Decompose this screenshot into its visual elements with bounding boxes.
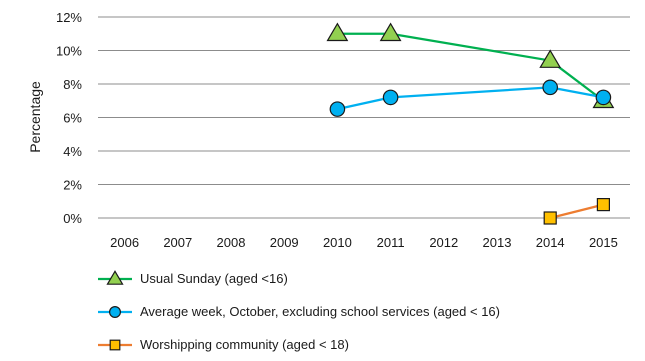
legend-item: Average week, October, excluding school …: [96, 295, 500, 328]
grid-lines: [98, 16, 630, 219]
series-lines: [337, 32, 605, 220]
data-point-series-2: [595, 89, 612, 106]
y-tick-label: 0%: [63, 211, 82, 226]
series-line-1: [337, 32, 605, 102]
data-point-series-3: [596, 198, 611, 212]
y-tick-label: 4%: [63, 144, 82, 159]
legend-marker: [106, 269, 124, 285]
data-point-series-1: [326, 22, 349, 42]
data-point-series-1: [539, 49, 562, 68]
x-tick-label: 2009: [270, 235, 299, 250]
series-markers: [326, 22, 615, 225]
legend: Usual Sunday (aged <16) Average week, Oct…: [96, 262, 500, 361]
y-tick-label: 6%: [63, 111, 82, 126]
y-tick-label: 8%: [63, 77, 82, 92]
legend-label: Average week, October, excluding school …: [140, 304, 500, 319]
series-line-3: [549, 203, 604, 220]
legend-label: Worshipping community (aged < 18): [140, 337, 349, 352]
y-tick-label: 12%: [56, 10, 82, 25]
data-point-series-1: [379, 22, 402, 42]
data-point-series-2: [329, 101, 346, 117]
axis-ticks: 0% 2% 4% 6% 8% 10% 12% 2006 2007 2008 2009 2010 2011…: [56, 10, 618, 250]
y-tick-label: 10%: [56, 44, 82, 59]
x-tick-label: 2014: [536, 235, 565, 250]
x-tick-label: 2006: [110, 235, 139, 250]
legend-marker: [109, 305, 122, 318]
y-axis-label: Percentage: [27, 81, 43, 153]
legend-item: Usual Sunday (aged <16): [96, 262, 500, 295]
legend-item: Worshipping community (aged < 18): [96, 328, 500, 361]
legend-label: Usual Sunday (aged <16): [140, 271, 288, 286]
data-point-series-2: [542, 79, 558, 96]
x-tick-label: 2011: [377, 235, 405, 250]
series-line-2: [337, 86, 604, 111]
legend-marker: [109, 339, 121, 350]
data-point-series-2: [382, 89, 399, 106]
x-tick-label: 2012: [429, 235, 458, 250]
y-tick-label: 2%: [63, 178, 82, 193]
legend-swatch: [98, 305, 132, 318]
data-point-series-3: [543, 211, 557, 225]
x-tick-label: 2007: [163, 235, 192, 250]
x-tick-label: 2008: [217, 235, 246, 250]
x-tick-label: 2015: [589, 235, 618, 250]
x-tick-label: 2010: [323, 235, 352, 250]
legend-swatch: [98, 269, 132, 285]
legend-swatch: [98, 339, 132, 350]
x-tick-label: 2013: [483, 235, 512, 250]
